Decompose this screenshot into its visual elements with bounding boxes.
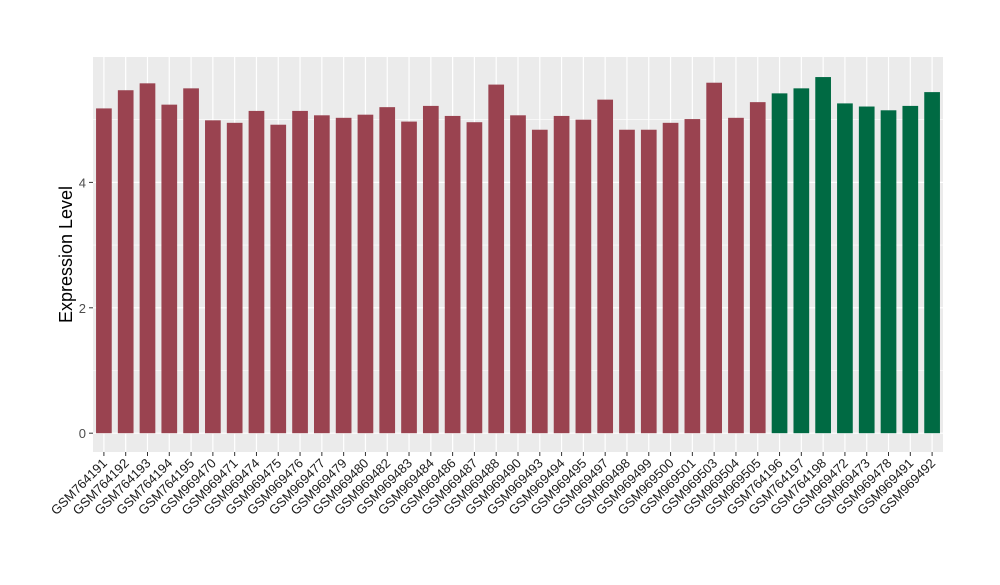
bar-GSM969498 [619,129,635,434]
bar-GSM969484 [422,105,439,434]
bar-GSM969490 [510,115,526,434]
bar-GSM969505 [749,102,766,434]
bar-GSM969497 [597,99,614,434]
bar-GSM969475 [270,124,287,434]
bar-GSM969500 [662,122,679,434]
bar-GSM764191 [96,108,112,434]
bar-GSM969472 [837,103,853,434]
bar-GSM764193 [139,83,156,434]
bar-GSM969477 [314,115,330,434]
bar-GSM969474 [248,110,265,434]
bar-GSM969483 [401,121,417,434]
bar-GSM969491 [902,105,919,434]
y-tick-label: 2 [79,301,86,316]
bar-GSM764198 [815,77,831,434]
bar-GSM764195 [183,88,199,434]
y-axis-title: Expression Level [56,186,76,323]
bar-GSM969487 [466,122,483,434]
bar-GSM969493 [531,129,548,434]
bar-GSM969476 [292,110,308,434]
bar-GSM969470 [205,120,221,434]
bar-GSM764192 [117,90,134,434]
bar-GSM969495 [575,119,592,434]
bar-GSM969473 [858,106,875,434]
y-tick-label: 0 [79,426,86,441]
bar-GSM969480 [357,114,374,434]
bar-GSM969492 [924,92,940,434]
bar-GSM764194 [161,104,178,434]
bar-GSM969488 [488,84,505,434]
bar-GSM969478 [880,110,897,434]
bar-GSM969479 [335,117,352,434]
bar-GSM969501 [684,119,701,434]
bar-GSM764196 [771,93,788,434]
bar-GSM969494 [553,115,570,434]
bar-GSM969486 [444,115,461,434]
bar-GSM969482 [379,107,396,434]
bar-GSM764197 [793,88,810,434]
bar-GSM969471 [226,122,243,434]
y-tick-label: 4 [79,175,86,190]
bar-GSM969503 [706,82,722,434]
bar-GSM969499 [640,129,657,434]
bar-GSM969504 [728,117,744,434]
